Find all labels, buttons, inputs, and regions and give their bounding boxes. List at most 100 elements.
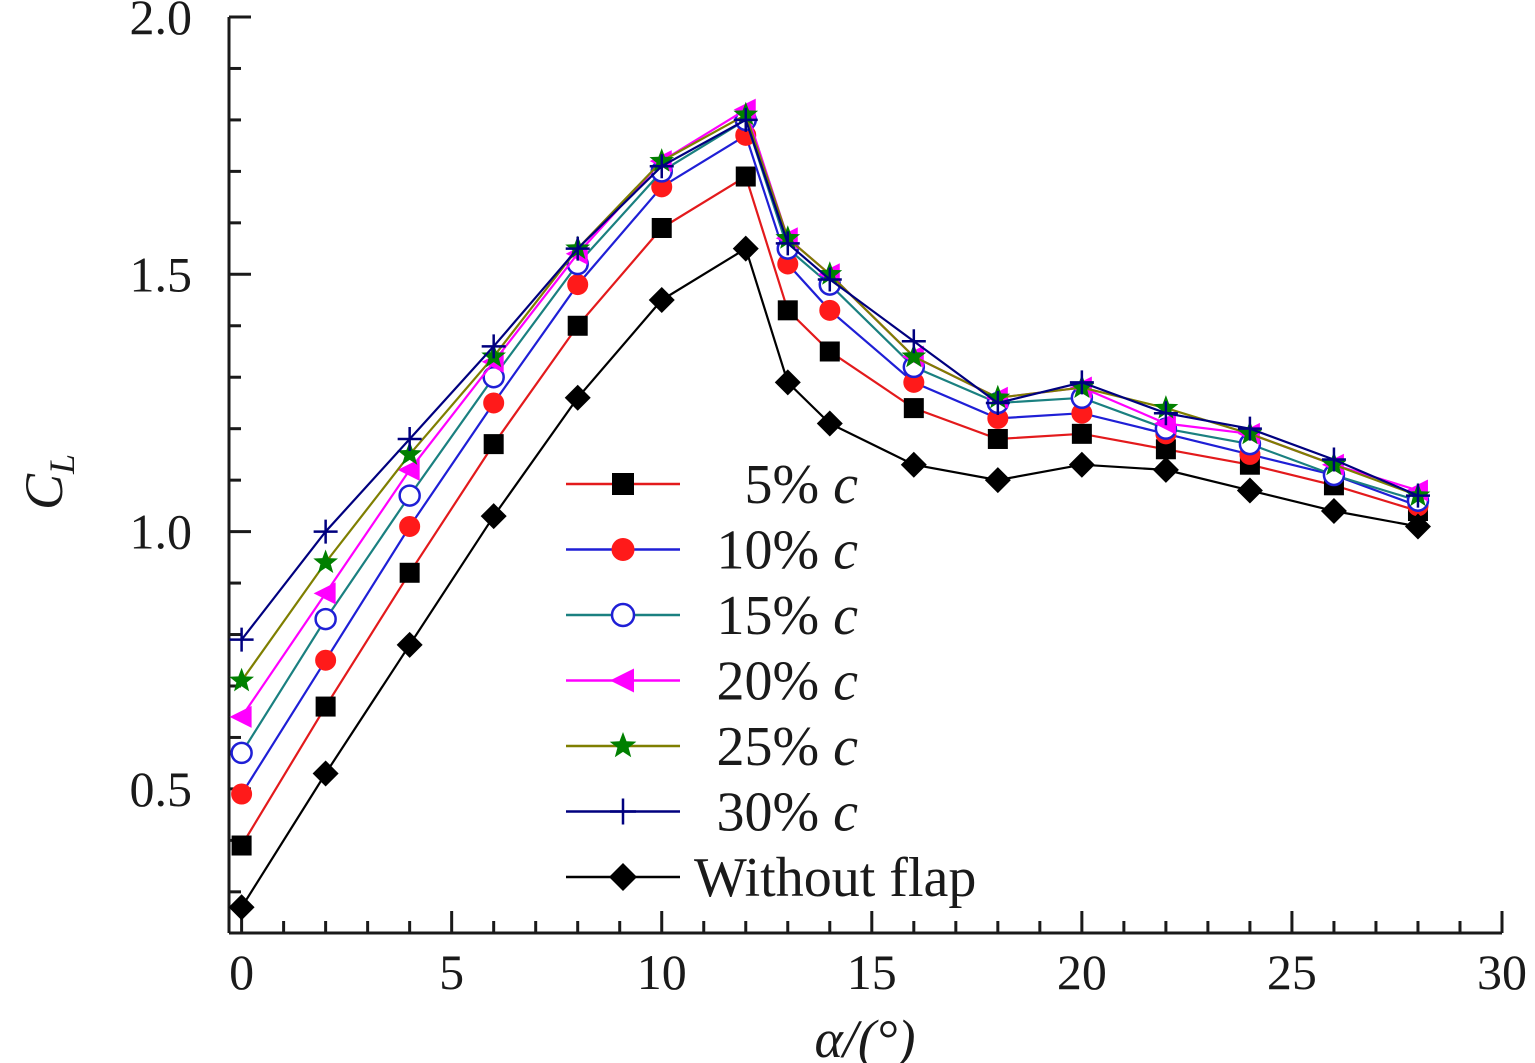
y-tick-label: 1.5 [130,246,193,302]
data-point [312,760,339,787]
legend-label-unit: c [819,716,858,778]
legend-label-unit: c [819,454,858,516]
data-point [1153,401,1178,426]
data-point [1071,423,1092,444]
y-tick-label: 2.0 [130,0,193,45]
data-point [567,274,589,296]
data-point [612,473,634,495]
data-point [315,649,337,671]
data-point [1236,477,1263,504]
series-line [240,174,1419,847]
data-point [483,434,504,455]
data-point [229,705,252,728]
legend-item: Without flap [566,847,976,909]
legend-label: 15% c [716,585,858,647]
data-point [774,369,801,396]
data-point [611,538,635,561]
data-point [480,503,507,530]
x-tick-label: 25 [1267,944,1317,1000]
x-tick-label: 10 [637,944,687,1000]
legend-label: 30% c [716,782,858,844]
data-point [567,315,588,336]
series-line [240,246,1419,908]
data-point [901,343,927,368]
data-point [229,667,254,692]
data-point [315,696,336,717]
x-tick-label: 20 [1057,944,1107,1000]
data-point [398,484,421,507]
y-tick-label: 1.0 [130,504,193,560]
series-line [240,118,1419,641]
data-point [609,732,637,758]
data-point [397,426,422,451]
data-point [819,299,841,321]
data-point [1321,447,1346,472]
data-point [483,392,505,414]
data-point [900,451,927,478]
data-point [732,235,759,262]
data-point [817,267,842,292]
data-point [564,384,591,411]
legend-item: 20% c [566,651,858,713]
legend-item: 25% c [566,716,858,778]
data-point [610,798,636,825]
data-point [1320,498,1347,525]
data-point [230,741,253,765]
legend-label-unit: c [819,585,858,647]
legend-label-unit: c [819,651,858,713]
data-point [777,300,798,321]
data-point [313,549,338,573]
data-point [565,236,590,261]
data-point [987,428,1008,449]
data-point [1155,439,1176,460]
data-point [313,519,338,544]
legend-item: 5% c [566,454,858,516]
legend-label: 10% c [716,520,858,582]
data-point [1237,416,1262,441]
data-point [735,166,756,187]
data-point [901,329,926,354]
data-point [396,631,423,658]
data-point [1404,513,1431,540]
data-point [984,467,1011,494]
x-tick-label: 5 [439,944,464,1000]
legend-label-unit: c [819,520,858,582]
data-point [481,334,506,359]
data-point [1068,451,1095,478]
axes: 0 5 10 15 20 25 30 0.5 1.0 1.5 2.0 α/(°) CL [14,0,1527,1063]
series-line [240,133,1419,795]
legend-label: 25% c [716,716,858,778]
data-point [649,154,674,179]
data-point [397,441,422,465]
data-point [228,894,255,921]
series-1 [231,166,1428,856]
data-point [609,863,637,891]
legend-item: 30% c [566,782,858,844]
y-axis-title: CL [14,454,82,510]
data-point [399,562,420,583]
data-point [648,287,675,314]
legend-item: 10% c [566,520,858,582]
y-tick-label: 0.5 [130,761,193,817]
legend-item: 15% c [566,585,858,647]
series-6 [229,107,1430,652]
data-point [816,410,843,437]
data-point [229,627,254,652]
legend-label: Without flap [694,847,976,909]
data-point [651,217,672,238]
data-point [314,607,337,631]
data-point [733,107,758,132]
legend-label: 5% c [744,454,858,516]
series-7 [228,235,1431,921]
x-tick-label: 0 [229,944,254,1000]
data-point [399,515,421,537]
data-point [397,458,420,481]
data-point [985,390,1010,415]
series-layer [228,98,1431,921]
legend-label-unit: c [819,782,858,844]
data-point [231,835,252,856]
data-point [1069,370,1094,395]
data-point [1152,456,1179,483]
data-point [610,602,636,628]
